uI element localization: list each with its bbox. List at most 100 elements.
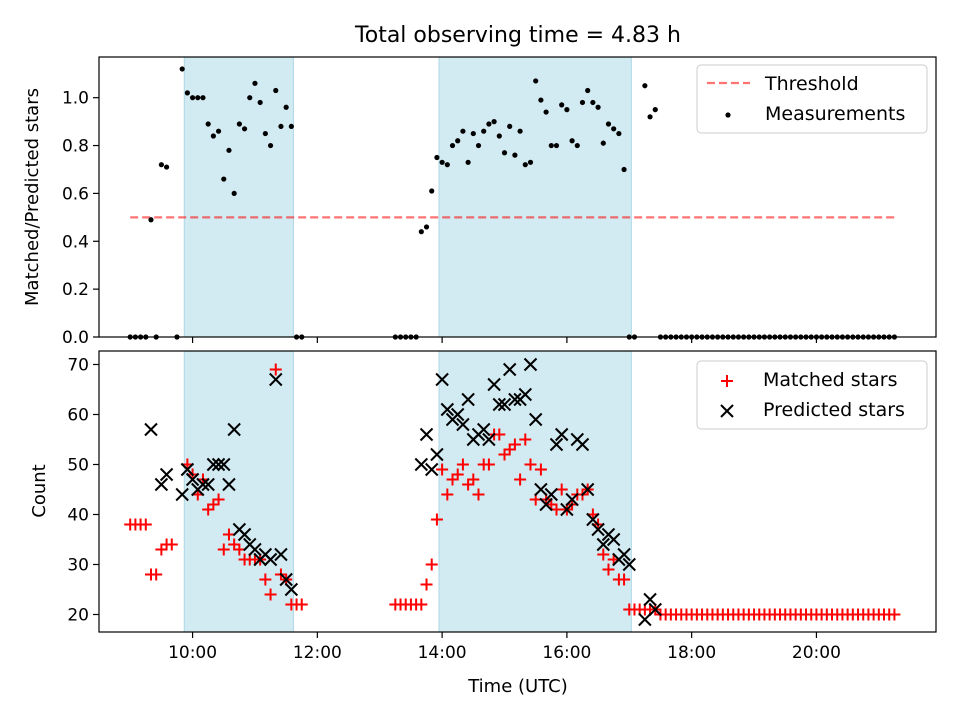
matched-stars-point xyxy=(295,598,308,611)
measurement-point xyxy=(439,159,445,165)
predicted-stars-point xyxy=(544,487,558,502)
observing-window-band xyxy=(183,56,294,338)
predicted-stars-point xyxy=(549,437,564,452)
count-marks xyxy=(124,357,901,627)
measurement-point xyxy=(491,119,497,125)
measurement-point xyxy=(148,217,154,223)
legend-matched-label: Matched stars xyxy=(763,369,897,391)
measurement-point xyxy=(595,104,601,110)
measurement-point xyxy=(200,95,206,101)
predicted-stars-point xyxy=(435,372,449,387)
matched-stars-point xyxy=(602,563,615,576)
measurement-point xyxy=(189,95,196,101)
predicted-stars-point xyxy=(211,457,226,472)
measurement-point xyxy=(543,109,549,115)
predicted-stars-point xyxy=(154,477,169,492)
matched-stars-point xyxy=(441,488,454,501)
y-tick-label: 0.8 xyxy=(62,137,89,157)
matched-stars-point xyxy=(467,473,480,486)
predicted-stars-point xyxy=(648,602,662,617)
predicted-stars-point xyxy=(180,462,195,477)
predicted-stars-point xyxy=(279,572,293,587)
predicted-stars-point xyxy=(201,477,215,492)
predicted-stars-point xyxy=(144,422,158,437)
measurement-point xyxy=(257,99,263,106)
predicted-stars-point xyxy=(414,457,429,472)
measurement-point xyxy=(221,176,227,182)
measurement-point xyxy=(184,90,190,96)
matched-stars-point xyxy=(524,458,537,471)
measurement-point xyxy=(226,147,232,153)
measurement-point xyxy=(611,126,617,132)
measurement-point xyxy=(247,95,253,101)
ratio-axes-frame xyxy=(98,56,937,338)
measurement-point xyxy=(434,154,440,161)
measurement-point xyxy=(647,114,653,120)
matched-stars-point xyxy=(436,463,449,476)
measurement-point xyxy=(574,142,580,149)
matched-stars-point xyxy=(150,568,163,581)
measurement-point xyxy=(231,190,237,197)
measurement-point xyxy=(262,130,268,137)
measurement-point xyxy=(512,152,518,158)
measurement-point xyxy=(241,126,248,132)
measurement-point xyxy=(158,162,164,168)
matched-stars-point xyxy=(514,473,527,486)
matched-stars-point xyxy=(456,458,469,471)
x-tick-label: 10:00 xyxy=(168,643,217,663)
count-panel: 20 30 40 50 60 70 10:00 12:00 14:00 16:00 18:00 20… xyxy=(29,350,937,697)
predicted-stars-point xyxy=(575,437,590,452)
predicted-stars-point xyxy=(425,462,439,477)
matched-stars-point xyxy=(482,458,495,471)
ratio-x-ticks xyxy=(191,337,818,343)
matched-stars-point xyxy=(425,558,438,571)
measurement-point xyxy=(652,107,658,113)
x-tick-label: 16:00 xyxy=(542,643,591,663)
count-legend: Matched stars Predicted stars xyxy=(696,360,928,430)
observing-window-band xyxy=(438,56,632,338)
predicted-stars-point xyxy=(248,542,262,557)
predicted-stars-point xyxy=(622,557,636,572)
measurement-point xyxy=(465,159,471,165)
measurement-point xyxy=(559,102,565,108)
ratio-y-ticks: 0.0 0.2 0.4 0.6 0.8 1.0 xyxy=(62,89,99,348)
predicted-stars-point xyxy=(419,427,434,442)
matched-stars-point xyxy=(519,433,532,446)
predicted-stars-point xyxy=(617,547,631,562)
predicted-stars-point xyxy=(518,387,533,402)
measurement-point xyxy=(179,66,185,72)
y-tick-label: 50 xyxy=(67,456,89,476)
measurement-point xyxy=(475,142,482,149)
measurement-point xyxy=(616,130,622,137)
legend-predicted-label: Predicted stars xyxy=(763,399,905,421)
observing-window-band xyxy=(438,350,632,633)
measurement-point xyxy=(288,123,294,130)
measurement-point xyxy=(621,166,627,173)
measurement-point xyxy=(642,83,648,89)
predicted-stars-point xyxy=(284,582,299,597)
predicted-stars-point xyxy=(508,392,522,407)
measurement-point xyxy=(564,107,570,113)
matched-stars-point xyxy=(534,463,547,476)
measurement-point xyxy=(501,150,508,156)
y-tick-label: 70 xyxy=(67,356,89,376)
measurement-point xyxy=(455,138,461,144)
matched-stars-point xyxy=(415,598,428,611)
count-axes-frame xyxy=(98,350,937,633)
predicted-stars-point xyxy=(269,372,283,387)
y-tick-label: 1.0 xyxy=(62,89,89,109)
measurement-point xyxy=(205,121,211,127)
predicted-stars-point xyxy=(456,417,470,432)
predicted-stars-point xyxy=(206,457,221,472)
measurement-point xyxy=(605,121,612,127)
y-tick-label: 40 xyxy=(67,506,89,526)
y-tick-label: 0.2 xyxy=(62,280,89,300)
matched-stars-point xyxy=(217,543,230,556)
measurement-point xyxy=(215,128,222,134)
count-y-axis-label: Count xyxy=(29,464,50,517)
predicted-stars-point xyxy=(586,512,600,527)
ratio-panel: 0.0 0.2 0.4 0.6 0.8 1.0 Matched/Predicted sta… xyxy=(22,56,937,348)
matched-stars-point xyxy=(139,518,152,531)
predicted-stars-point xyxy=(487,377,501,392)
